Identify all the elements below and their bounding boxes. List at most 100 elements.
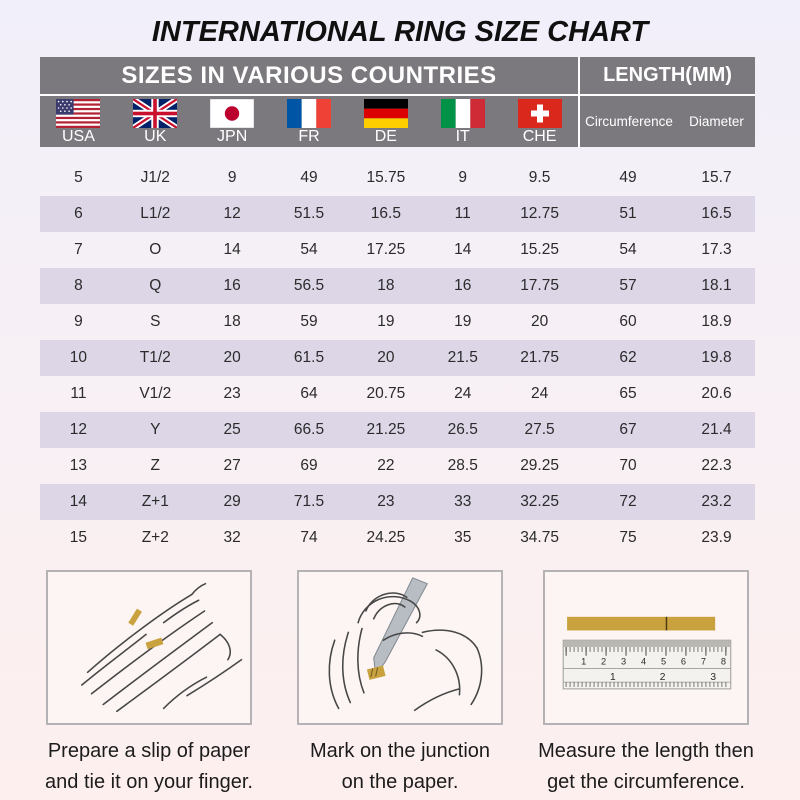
cell-it: 33	[454, 493, 472, 510]
cell-fr: 69	[300, 457, 318, 474]
cell-che: 32.25	[520, 493, 559, 510]
cell-jpn: 14	[223, 241, 241, 258]
table-row: 15 Z+2 32 74 24.25 35 34.75 75 23.9	[40, 520, 755, 556]
caption-line: get the circumference.	[547, 771, 745, 793]
caption-line: Mark on the junction	[309, 740, 491, 762]
cell-de: 20	[377, 349, 395, 366]
cell-de: 21.25	[366, 421, 406, 438]
svg-text:2: 2	[660, 672, 666, 683]
table-row: 7 O 14 54 17.25 14 15.25 54 17.3	[40, 232, 755, 268]
cell-uk: V1/2	[139, 385, 172, 402]
cell-uk: Z	[150, 457, 161, 474]
svg-text:4: 4	[641, 657, 646, 667]
table-row: 6 L1/2 12 51.5 16.5 11 12.75 51 16.5	[40, 196, 755, 232]
cell-che: 17.75	[520, 277, 559, 294]
group-header-length: LENGTH(MM)	[578, 57, 755, 94]
ruler: 1 2 3 4 5 6 7 8 1 2 3	[562, 639, 732, 690]
cell-circumference: 49	[619, 169, 637, 186]
svg-text:1: 1	[581, 657, 586, 667]
caption-line: Prepare a slip of paper	[47, 740, 251, 762]
cell-jpn: 20	[223, 349, 241, 366]
step-2-illustration-box	[297, 570, 503, 725]
cell-usa: 11	[70, 385, 87, 402]
cell-circumference: 62	[619, 349, 637, 366]
paper-strip	[567, 616, 716, 631]
column-header-it: IT	[424, 96, 501, 147]
column-header-fr: FR	[271, 96, 348, 147]
cell-usa: 8	[74, 277, 83, 294]
table-row: 13 Z 27 69 22 28.5 29.25 70 22.3	[40, 448, 755, 484]
cell-uk: Z+2	[141, 529, 169, 546]
step-2-caption: Mark on the junction on the paper.	[285, 736, 515, 798]
country-code-label: DE	[374, 127, 397, 145]
country-code-label: FR	[298, 127, 320, 145]
cell-che: 20	[530, 313, 549, 330]
cell-che: 9.5	[528, 169, 551, 186]
cell-circumference: 67	[619, 421, 637, 438]
cell-diameter: 23.2	[701, 493, 732, 510]
cell-jpn: 16	[223, 277, 241, 294]
step-3-caption: Measure the length then get the circumfe…	[531, 736, 761, 798]
cell-che: 34.75	[520, 529, 559, 546]
size-chart-table: SIZES IN VARIOUS COUNTRIES LENGTH(MM)	[40, 57, 755, 556]
france-flag-icon	[287, 98, 331, 128]
cell-de: 23	[377, 493, 395, 510]
cell-uk: T1/2	[139, 349, 171, 366]
cell-circumference: 51	[619, 205, 637, 222]
cell-it: 35	[454, 529, 472, 546]
cell-it: 24	[454, 385, 472, 402]
cell-diameter: 16.5	[701, 205, 732, 222]
pen	[373, 577, 428, 677]
svg-text:3: 3	[710, 672, 716, 683]
cell-uk: S	[150, 313, 161, 330]
cell-jpn: 9	[227, 169, 237, 186]
uk-flag-icon	[133, 98, 178, 128]
cell-jpn: 18	[223, 313, 241, 330]
cell-usa: 14	[69, 493, 88, 510]
svg-text:6: 6	[681, 657, 686, 667]
cell-circumference: 65	[619, 385, 637, 402]
cell-it: 19	[454, 313, 472, 330]
size-table-body: 5 J1/2 9 49 15.75 9 9.5 49 15.7 6 L1/2 1…	[40, 160, 755, 556]
cell-jpn: 25	[223, 421, 241, 438]
cell-diameter: 18.9	[701, 313, 732, 330]
cell-usa: 10	[69, 349, 88, 366]
table-row: 14 Z+1 29 71.5 23 33 32.25 72 23.2	[40, 484, 755, 520]
svg-text:7: 7	[701, 657, 706, 667]
cell-fr: 59	[300, 313, 318, 330]
italy-flag-icon	[440, 98, 485, 128]
group-header-sizes: SIZES IN VARIOUS COUNTRIES	[121, 61, 497, 89]
cell-uk: Y	[150, 421, 161, 438]
table-column-header-row: USA UK JPN	[40, 96, 755, 147]
paper-ring	[366, 665, 386, 680]
step-3-illustration-box: 1 2 3 4 5 6 7 8 1 2 3	[543, 570, 749, 725]
column-header-usa: USA	[40, 96, 117, 147]
table-row: 11 V1/2 23 64 20.75 24 24 65 20.6	[40, 376, 755, 412]
cell-de: 22	[377, 457, 395, 474]
table-row: 9 S 18 59 19 19 20 60 18.9	[40, 304, 755, 340]
cell-usa: 6	[74, 205, 83, 222]
paper-strip	[128, 608, 164, 650]
cell-de: 19	[377, 313, 395, 330]
cell-uk: Z+1	[141, 493, 169, 510]
column-header-circumference: Circumference	[578, 96, 678, 147]
column-header-de: DE	[347, 96, 424, 147]
cell-circumference: 54	[619, 241, 637, 258]
svg-text:1: 1	[610, 672, 616, 683]
usa-flag-icon	[56, 98, 101, 128]
cell-fr: 49	[300, 169, 318, 186]
country-code-label: JPN	[217, 127, 248, 145]
cell-de: 20.75	[366, 385, 406, 402]
ruler-illustration: 1 2 3 4 5 6 7 8 1 2 3	[562, 616, 732, 690]
cell-che: 27.5	[524, 421, 555, 438]
cell-jpn: 32	[223, 529, 241, 546]
cell-che: 21.75	[520, 349, 559, 366]
cell-jpn: 27	[223, 457, 241, 474]
cell-circumference: 72	[619, 493, 637, 510]
cell-jpn: 23	[223, 385, 241, 402]
cell-usa: 12	[69, 421, 88, 438]
cell-diameter: 20.6	[701, 385, 732, 402]
cell-che: 29.25	[520, 457, 559, 474]
cell-jpn: 12	[223, 205, 241, 222]
cell-fr: 51.5	[293, 205, 325, 222]
